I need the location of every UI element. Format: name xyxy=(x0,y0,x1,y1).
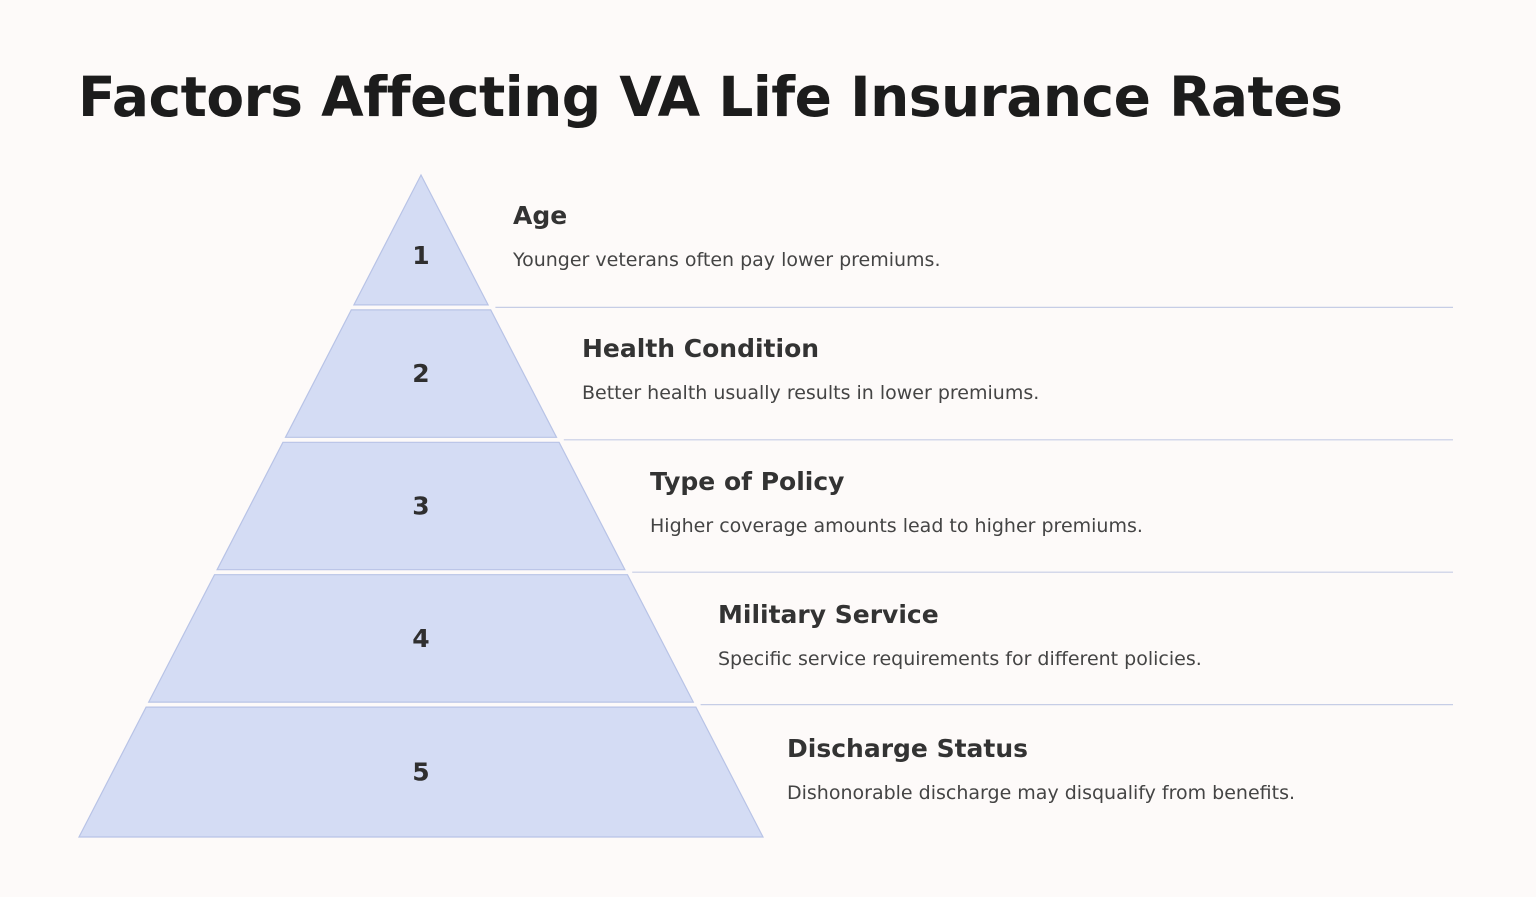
pyramid-tier-3 xyxy=(216,441,626,571)
level-discharge-status: Discharge Status Dishonorable discharge … xyxy=(787,734,1295,805)
tier-number: 4 xyxy=(412,624,429,653)
pyramid-tier-2 xyxy=(284,309,558,438)
level-type-of-policy: Type of Policy Higher coverage amounts l… xyxy=(650,467,1143,538)
tier-number: 2 xyxy=(412,359,429,388)
level-heading: Age xyxy=(513,201,568,230)
level-description: Dishonorable discharge may disqualify fr… xyxy=(787,782,1296,804)
level-heading: Discharge Status xyxy=(787,734,1029,763)
level-description: Higher coverage amounts lead to higher p… xyxy=(650,515,1143,537)
pyramid-tier-1 xyxy=(352,173,490,306)
pyramid-tier-4 xyxy=(147,574,695,703)
tier-number: 1 xyxy=(412,241,429,270)
level-military-service: Military Service Specific service requir… xyxy=(718,600,1202,671)
level-heading: Type of Policy xyxy=(650,467,845,496)
pyramid-tier-5 xyxy=(78,706,764,838)
page-title: Factors Affecting VA Life Insurance Rate… xyxy=(78,65,1343,129)
tier-number: 5 xyxy=(412,758,429,787)
level-heading: Military Service xyxy=(718,600,939,629)
level-age: Age Younger veterans often pay lower pre… xyxy=(513,201,941,272)
level-health-condition: Health Condition Better health usually r… xyxy=(582,334,1039,405)
level-description: Younger veterans often pay lower premium… xyxy=(513,249,941,271)
tier-number: 3 xyxy=(412,492,429,521)
level-heading: Health Condition xyxy=(582,334,820,363)
level-description: Specific service requirements for differ… xyxy=(718,648,1202,670)
level-description: Better health usually results in lower p… xyxy=(582,382,1040,404)
